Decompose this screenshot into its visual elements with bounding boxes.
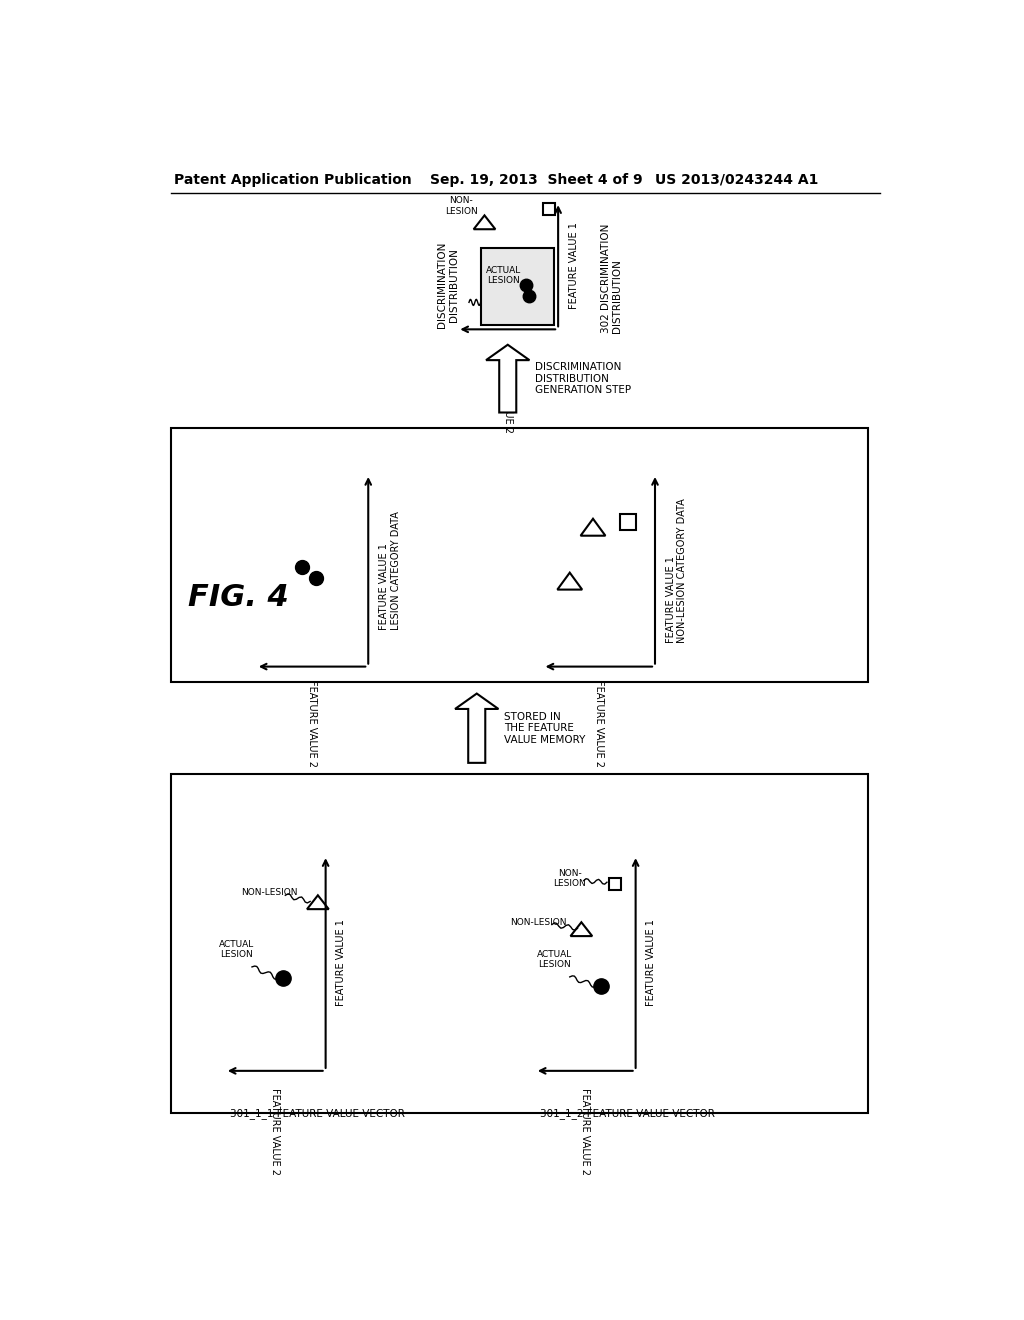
Text: Patent Application Publication: Patent Application Publication <box>174 173 413 187</box>
Text: NON-
LESION: NON- LESION <box>553 869 586 888</box>
Bar <box>543 203 555 215</box>
Text: FEATURE VALUE 1: FEATURE VALUE 1 <box>337 920 346 1006</box>
Polygon shape <box>455 693 499 763</box>
Text: FEATURE VALUE 2: FEATURE VALUE 2 <box>594 681 604 767</box>
Text: Sep. 19, 2013  Sheet 4 of 9: Sep. 19, 2013 Sheet 4 of 9 <box>430 173 643 187</box>
Text: 301_1_2 FEATURE VALUE VECTOR: 301_1_2 FEATURE VALUE VECTOR <box>541 1107 716 1119</box>
Text: US 2013/0243244 A1: US 2013/0243244 A1 <box>655 173 818 187</box>
Text: NON-LESION: NON-LESION <box>242 888 298 896</box>
Polygon shape <box>486 345 529 412</box>
Text: 301_1_1 FEATURE VALUE VECTOR: 301_1_1 FEATURE VALUE VECTOR <box>230 1107 406 1119</box>
Text: ACTUAL
LESION: ACTUAL LESION <box>486 265 521 285</box>
Text: STORED IN
THE FEATURE
VALUE MEMORY: STORED IN THE FEATURE VALUE MEMORY <box>504 711 586 744</box>
Text: FEATURE VALUE 2: FEATURE VALUE 2 <box>581 1088 590 1175</box>
Text: ACTUAL
LESION: ACTUAL LESION <box>537 950 571 969</box>
Text: DISCRIMINATION
DISTRIBUTION: DISCRIMINATION DISTRIBUTION <box>437 242 459 329</box>
Text: FEATURE VALUE 1: FEATURE VALUE 1 <box>569 222 579 309</box>
Text: FEATURE VALUE 2: FEATURE VALUE 2 <box>307 681 317 767</box>
Text: 302 DISCRIMINATION
DISTRIBUTION: 302 DISCRIMINATION DISTRIBUTION <box>601 224 623 333</box>
Text: FEATURE VALUE 1
LESION CATEGORY DATA: FEATURE VALUE 1 LESION CATEGORY DATA <box>379 511 400 630</box>
Text: ACTUAL
LESION: ACTUAL LESION <box>219 940 254 960</box>
Text: FEATURE VALUE 1: FEATURE VALUE 1 <box>646 920 656 1006</box>
Bar <box>480 248 554 326</box>
Text: FIG. 4: FIG. 4 <box>188 583 289 611</box>
Text: NON-
LESION: NON- LESION <box>444 197 477 216</box>
Text: FEATURE VALUE 1
NON-LESION CATEGORY DATA: FEATURE VALUE 1 NON-LESION CATEGORY DATA <box>666 498 687 643</box>
Bar <box>171 428 868 682</box>
Text: FEATURE VALUE 2: FEATURE VALUE 2 <box>503 346 513 433</box>
Text: DISCRIMINATION
DISTRIBUTION
GENERATION STEP: DISCRIMINATION DISTRIBUTION GENERATION S… <box>535 362 631 395</box>
Text: NON-LESION: NON-LESION <box>511 917 567 927</box>
Text: FEATURE VALUE 2: FEATURE VALUE 2 <box>270 1088 281 1175</box>
Bar <box>608 878 621 890</box>
Bar <box>621 515 636 529</box>
Bar <box>171 775 868 1113</box>
